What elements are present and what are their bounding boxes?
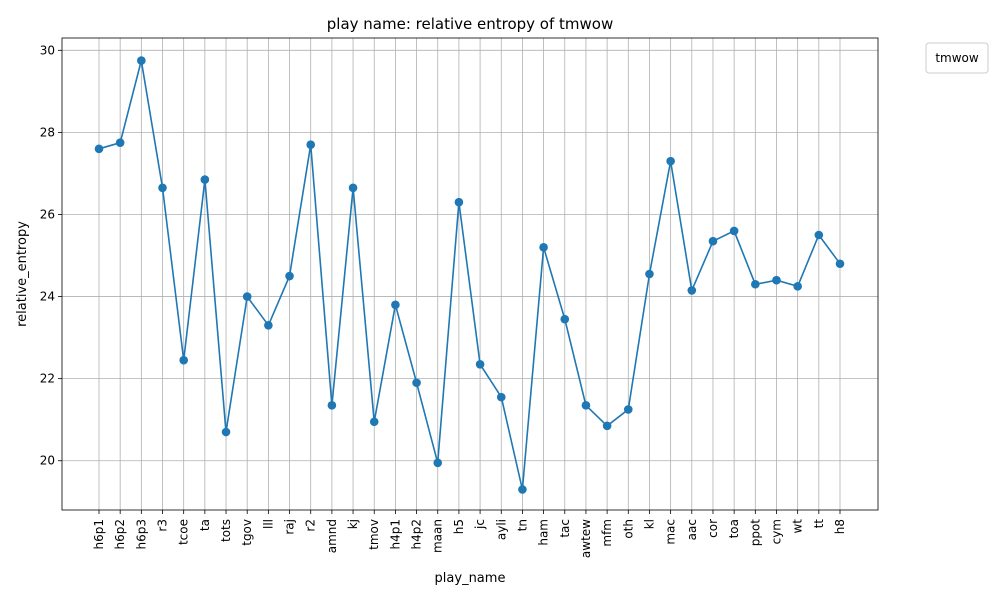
grid [62,38,878,510]
legend: tmwow [925,42,989,74]
data-point [433,458,443,468]
x-tick-label: kj [346,519,360,529]
data-point [581,401,591,410]
legend-box [925,42,989,74]
x-tick-label: mfm [600,519,614,547]
x-tick-label: toa [727,519,741,538]
data-point [475,359,485,369]
x-tick-label: kl [642,519,656,529]
data-point [454,197,464,207]
data-point [518,485,527,494]
data-point [835,259,845,269]
data-point [221,427,231,437]
data-point [264,321,273,330]
x-tick-label: tgov [240,519,254,546]
x-tick-label: ppot [748,519,762,547]
data-point [666,156,675,166]
x-tick-label: lll [261,519,275,529]
x-tick-label: amnd [325,519,339,553]
data-point [793,282,802,291]
x-tick-label: tn [515,519,529,531]
data-point [348,183,358,193]
x-tick-label: jc [473,519,487,530]
x-tick-label: h6p1 [92,519,106,550]
x-tick-label: h8 [833,519,847,534]
x-tick-label: h4p1 [388,519,402,550]
data-point [306,140,316,150]
x-tick-label: wt [791,519,805,534]
data-point [687,286,697,295]
data-point [200,175,210,184]
legend-title: tmwow [935,51,979,65]
data-point [645,269,654,279]
y-axis-label: relative_entropy [15,221,30,327]
x-tick-label: h5 [452,519,466,534]
data-point [496,392,506,402]
data-points [94,56,845,494]
x-tick-label: tt [812,519,826,529]
y-tick-label: 26 [40,207,55,221]
data-point [137,56,146,65]
x-axis-label: play_name [435,571,506,586]
y-axis: 20 22 24 26 28 30 [40,43,62,468]
y-tick-label: 20 [40,454,55,468]
x-tick-label: r2 [304,519,318,532]
data-point [412,378,421,388]
y-tick-label: 30 [40,43,55,57]
x-tick-label: ta [198,519,212,531]
x-tick-label: awtew [579,519,593,558]
x-tick-label: h4p2 [410,519,424,550]
data-point [623,405,633,414]
data-point [708,236,718,246]
data-point [94,144,104,154]
data-point [285,271,294,281]
x-tick-label: mac [664,519,678,545]
x-tick-label: tots [219,519,233,542]
data-point [751,279,760,289]
x-tick-label: ayli [494,519,508,540]
data-point [242,292,252,301]
data-point [560,314,570,324]
x-tick-label: oth [621,519,635,539]
data-point [539,243,548,252]
x-tick-label: tcoe [177,519,191,545]
data-point [158,183,167,193]
data-point [391,300,400,310]
x-tick-label: cym [769,519,783,544]
plot-frame [61,37,879,511]
data-point [369,417,379,427]
data-point [602,421,612,431]
data-point [179,355,188,365]
y-tick-label: 24 [40,290,55,304]
data-point [327,401,337,410]
x-tick-label: tac [558,519,572,538]
y-tick-label: 22 [40,372,55,386]
x-tick-label: r3 [156,519,170,532]
x-tick-label: ham [537,519,551,546]
chart-title: play name: relative entropy of tmwow [327,15,613,33]
x-axis: h6p1 h6p2 h6p3 r3 tcoe ta tots tgov lll raj r2 amnd… [92,510,847,558]
x-tick-label: tmov [367,519,381,550]
series-line [98,60,841,490]
x-tick-label: maan [431,519,445,553]
data-point [115,138,125,147]
data-point [814,230,824,240]
x-tick-label: cor [706,519,720,538]
x-tick-label: aac [685,519,699,540]
data-point [729,226,739,236]
data-point [772,275,781,285]
x-tick-label: h6p3 [134,519,148,550]
x-tick-label: h6p2 [113,519,127,550]
x-tick-label: raj [283,519,297,535]
y-tick-label: 28 [40,125,55,139]
